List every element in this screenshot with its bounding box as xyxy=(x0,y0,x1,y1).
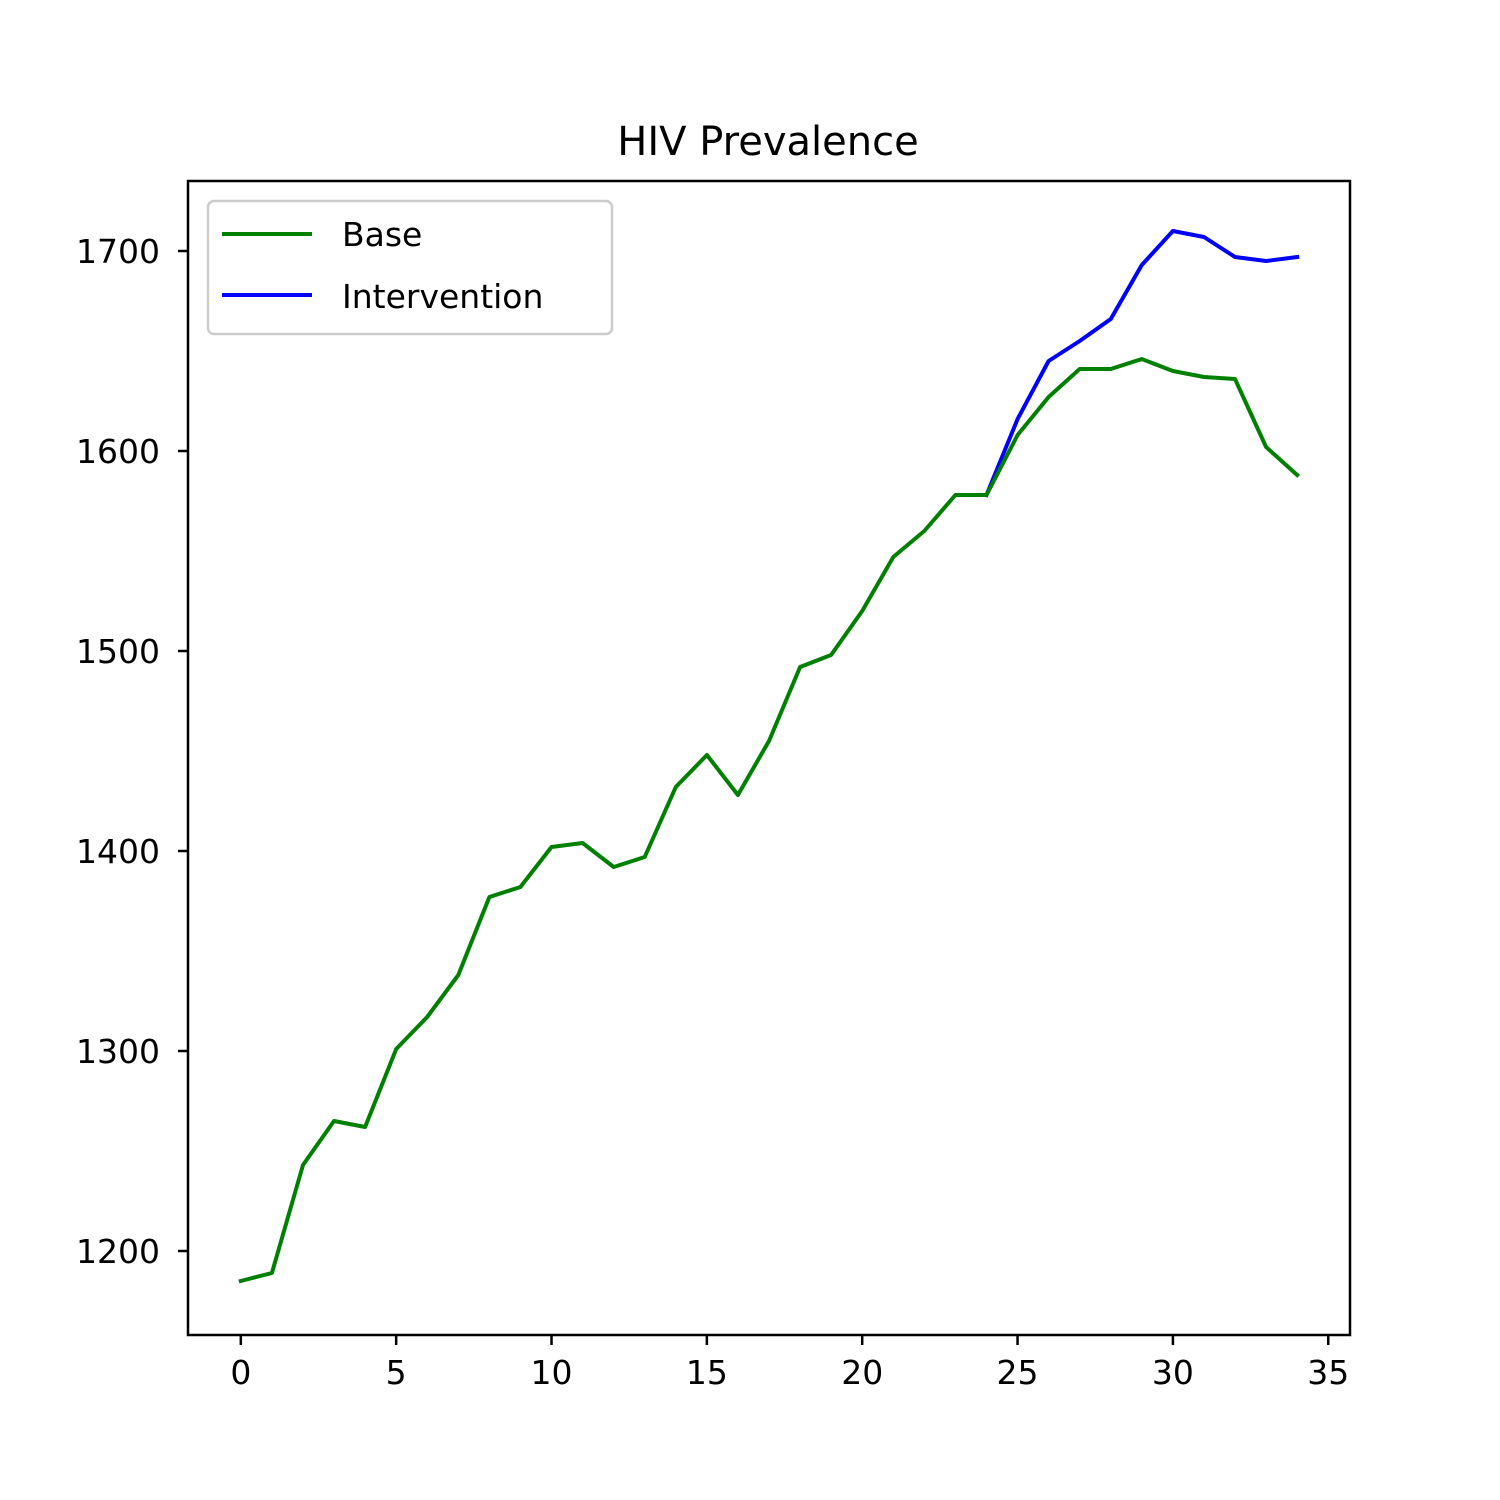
x-tick-label: 10 xyxy=(531,1353,573,1392)
legend-label-base: Base xyxy=(342,215,422,254)
x-tick-label: 5 xyxy=(386,1353,407,1392)
x-tick-label: 0 xyxy=(230,1353,251,1392)
x-tick-label: 20 xyxy=(841,1353,883,1392)
x-tick-label: 30 xyxy=(1152,1353,1194,1392)
x-axis: 0 5 10 15 20 25 30 35 xyxy=(230,1335,1349,1392)
plot-background xyxy=(188,181,1350,1335)
y-axis: 1200 1300 1400 1500 1600 1700 xyxy=(76,232,188,1271)
x-tick-label: 35 xyxy=(1307,1353,1349,1392)
series-line-intervention xyxy=(983,229,1300,498)
chart-title: HIV Prevalence xyxy=(617,119,918,165)
plot-area xyxy=(188,181,1350,1335)
legend-label-intervention: Intervention xyxy=(342,277,543,316)
y-tick-label: 1700 xyxy=(76,232,160,271)
x-tick-label: 25 xyxy=(997,1353,1039,1392)
x-tick-label: 15 xyxy=(686,1353,728,1392)
y-tick-label: 1500 xyxy=(76,632,160,671)
y-tick-label: 1300 xyxy=(76,1032,160,1071)
y-tick-label: 1400 xyxy=(76,832,160,871)
plot-frame xyxy=(186,179,1352,1337)
y-tick-label: 1600 xyxy=(76,432,160,471)
series-line-base xyxy=(238,357,1301,1284)
legend: Base Intervention xyxy=(206,199,614,336)
y-tick-label: 1200 xyxy=(76,1232,160,1271)
series-lines xyxy=(238,229,1301,1284)
